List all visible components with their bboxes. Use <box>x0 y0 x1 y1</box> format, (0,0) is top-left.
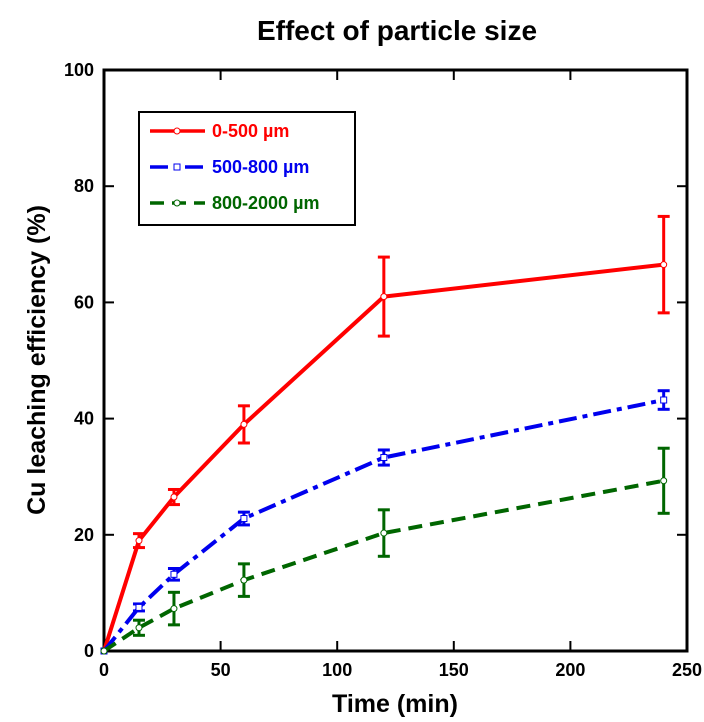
legend-label: 500-800 µm <box>212 157 309 177</box>
data-point <box>660 396 668 404</box>
y-axis-label: Cu leaching efficiency (%) <box>23 205 51 515</box>
y-tick-label: 20 <box>74 525 94 545</box>
legend-label: 0-500 µm <box>212 121 289 141</box>
data-point <box>380 529 388 537</box>
legend-item-2: 800-2000 µm <box>150 193 319 213</box>
legend-marker <box>173 127 181 135</box>
data-point <box>170 605 178 613</box>
data-point <box>135 537 143 545</box>
x-axis-label: Time (min) <box>332 690 458 718</box>
series-line <box>102 262 664 652</box>
series-line <box>102 478 665 653</box>
x-tick-label: 200 <box>555 660 585 680</box>
legend-label: 800-2000 µm <box>212 193 319 213</box>
y-tick-label: 40 <box>74 409 94 429</box>
x-tick-label: 250 <box>672 660 702 680</box>
x-tick-label: 100 <box>322 660 352 680</box>
series-layer <box>100 214 670 655</box>
y-tick-label: 0 <box>84 641 94 661</box>
x-tick-label: 150 <box>439 660 469 680</box>
series-line <box>102 398 665 653</box>
series-1 <box>100 389 670 655</box>
data-point <box>380 454 388 462</box>
legend: 0-500 µm 500-800 µm 800-2000 µm <box>138 111 356 226</box>
chart-title: Effect of particle size <box>257 15 537 46</box>
data-point <box>135 624 143 632</box>
data-point <box>660 477 668 485</box>
x-tick-label: 50 <box>211 660 231 680</box>
data-point <box>170 570 178 578</box>
data-point <box>170 493 178 501</box>
data-point <box>240 420 248 428</box>
legend-item-0: 0-500 µm <box>150 121 289 141</box>
legend-item-1: 500-800 µm <box>150 157 309 177</box>
legend-marker <box>173 199 181 207</box>
y-tick-label: 60 <box>74 292 94 312</box>
series-2 <box>100 446 670 655</box>
series-0 <box>100 214 670 655</box>
axis-ticks: 0 50 100 150 200 250 0 20 40 60 80 100 <box>64 60 702 680</box>
data-point <box>380 293 388 301</box>
data-point <box>240 576 248 584</box>
data-point <box>100 647 108 655</box>
data-point <box>135 603 143 611</box>
data-point <box>240 515 248 523</box>
x-tick-label: 0 <box>99 660 109 680</box>
plot-area <box>102 68 689 653</box>
legend-marker <box>173 163 181 171</box>
data-point <box>660 261 668 269</box>
y-tick-label: 80 <box>74 176 94 196</box>
y-tick-label: 100 <box>64 60 94 80</box>
